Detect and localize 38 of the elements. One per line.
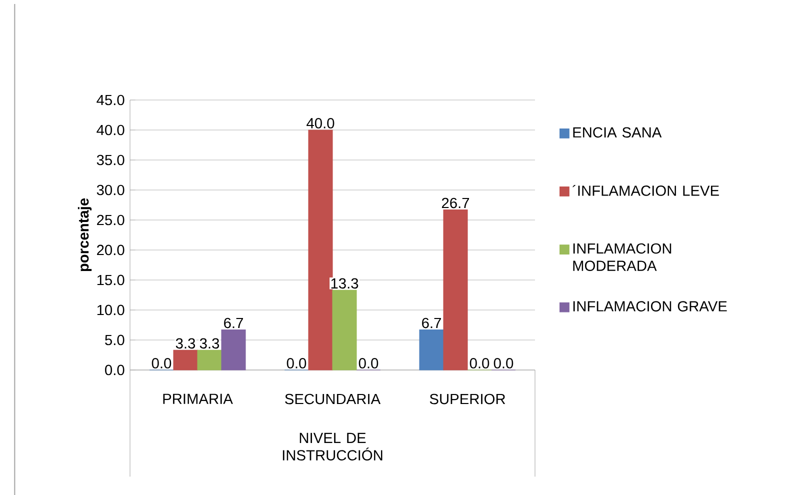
legend-label: ´INFLAMACION LEVE xyxy=(572,184,719,196)
bar xyxy=(443,210,468,370)
data-label: 6.7 xyxy=(422,318,441,328)
data-label: 0.0 xyxy=(152,358,172,368)
x-tick-label: PRIMARIA xyxy=(163,394,233,404)
y-tick-label: 40.0 xyxy=(96,124,124,136)
bar xyxy=(221,330,246,370)
data-label: 3.3 xyxy=(176,338,196,349)
y-tick-label: 0.0 xyxy=(105,364,124,376)
bar xyxy=(332,290,357,370)
legend-label: ENCIA SANA xyxy=(573,127,662,138)
data-label: 6.7 xyxy=(224,318,243,328)
y-tick-label: 5.0 xyxy=(105,334,124,346)
data-label: 0.0 xyxy=(470,358,490,368)
data-label: 0.0 xyxy=(358,358,378,368)
y-tick-label: 15.0 xyxy=(97,274,124,286)
y-tick-label: 10.0 xyxy=(97,304,124,316)
y-tick-label: 45.0 xyxy=(96,94,124,106)
data-label: 0.0 xyxy=(494,358,514,368)
y-tick-label: 20.0 xyxy=(97,244,124,256)
y-tick-label: 35.0 xyxy=(96,154,124,166)
x-tick-label: SECUNDARIA xyxy=(285,394,381,404)
data-label: 26.7 xyxy=(442,198,470,208)
x-axis-title: NIVEL DE INSTRUCCIÓN xyxy=(282,432,382,460)
legend-label: INFLAMACION MODERADA xyxy=(573,243,672,272)
y-tick-label: 30.0 xyxy=(96,184,124,196)
data-label: 13.3 xyxy=(331,278,358,289)
bar xyxy=(419,330,444,370)
data-label: 0.0 xyxy=(286,358,306,368)
legend-label: INFLAMACION GRAVE xyxy=(573,301,727,312)
x-tick-label: SUPERIOR xyxy=(430,394,506,404)
bar xyxy=(308,130,333,370)
y-axis-title: porcentaje xyxy=(78,198,92,272)
y-tick-label: 25.0 xyxy=(97,214,124,226)
bar xyxy=(173,350,198,370)
data-label: 3.3 xyxy=(200,338,220,349)
bar xyxy=(197,350,222,370)
data-label: 40.0 xyxy=(306,118,334,128)
